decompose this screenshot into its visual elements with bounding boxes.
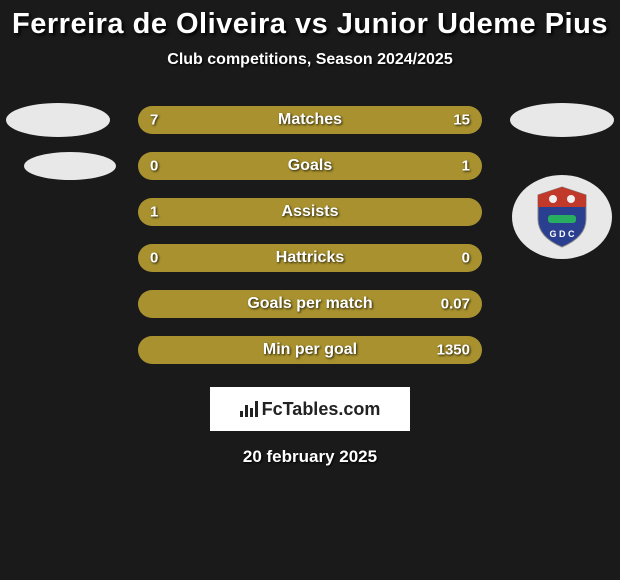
- stat-value-right: 0: [462, 250, 470, 267]
- oval-placeholder-icon: [6, 103, 110, 137]
- footer-brand: FcTables.com: [240, 399, 381, 420]
- comparison-infographic: Ferreira de Oliveira vs Junior Udeme Piu…: [0, 0, 620, 467]
- stats-block: 7 Matches 15 0 Goals 1 G D C 1 Assists 0: [0, 97, 620, 373]
- stat-value-left: 0: [150, 158, 158, 175]
- stat-value-right: 15: [453, 112, 470, 129]
- stat-bar-right: [472, 198, 482, 226]
- bar-chart-icon: [240, 401, 258, 417]
- stat-label: Assists: [282, 203, 339, 221]
- stat-bar-left: [138, 244, 148, 272]
- stat-label: Matches: [278, 111, 342, 129]
- stat-row: 7 Matches 15: [0, 97, 620, 143]
- stat-bar-left: [138, 290, 148, 318]
- stat-row: Min per goal 1350: [0, 327, 620, 373]
- stat-row: 0 Goals 1 G D C: [0, 143, 620, 189]
- stat-bar-track: 0 Goals 1: [138, 152, 482, 180]
- stat-value-left: 1: [150, 204, 158, 221]
- stat-value-right: 0.07: [441, 296, 470, 313]
- stat-bar-track: 1 Assists: [138, 198, 482, 226]
- stat-bar-track: 7 Matches 15: [138, 106, 482, 134]
- stat-bar-track: Goals per match 0.07: [138, 290, 482, 318]
- date-text: 20 february 2025: [0, 447, 620, 467]
- stat-row: Goals per match 0.07: [0, 281, 620, 327]
- stat-value-right: 1350: [437, 342, 470, 359]
- stat-bar-track: Min per goal 1350: [138, 336, 482, 364]
- oval-placeholder-icon: [510, 103, 614, 137]
- stat-label: Goals: [288, 157, 332, 175]
- stat-bar-left: [138, 152, 148, 180]
- stat-label: Min per goal: [263, 341, 357, 359]
- page-title: Ferreira de Oliveira vs Junior Udeme Piu…: [0, 8, 620, 41]
- stat-bar-left: [138, 336, 148, 364]
- footer-brand-text: FcTables.com: [262, 399, 381, 420]
- stat-bar-track: 0 Hattricks 0: [138, 244, 482, 272]
- player-left-badge: [6, 103, 110, 137]
- stat-value-left: 7: [150, 112, 158, 129]
- oval-placeholder-icon: [24, 152, 116, 180]
- player-left-badge: [18, 152, 122, 180]
- stat-label: Hattricks: [276, 249, 344, 267]
- footer-brand-box: FcTables.com: [210, 387, 410, 431]
- page-subtitle: Club competitions, Season 2024/2025: [0, 51, 620, 69]
- stat-row: 1 Assists: [0, 189, 620, 235]
- stat-value-left: 0: [150, 250, 158, 267]
- player-right-badge: [510, 103, 614, 137]
- stat-row: 0 Hattricks 0: [0, 235, 620, 281]
- stat-value-right: 1: [462, 158, 470, 175]
- stat-label: Goals per match: [247, 295, 372, 313]
